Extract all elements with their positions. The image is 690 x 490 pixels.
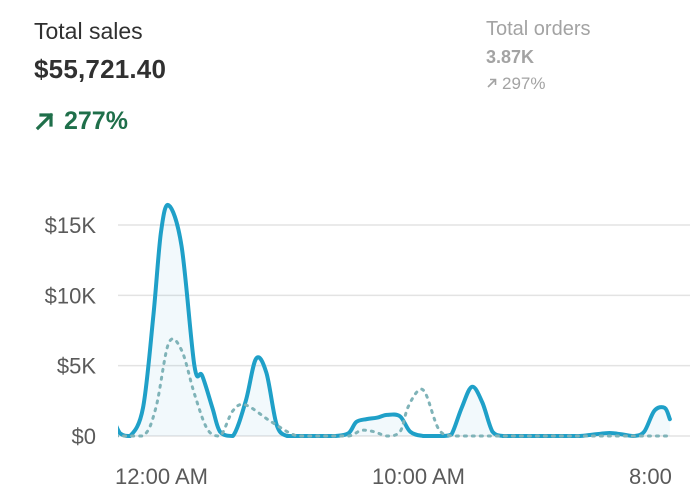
x-tick-label: 8:00	[629, 464, 672, 489]
arrow-up-right-icon	[34, 110, 56, 132]
y-tick-label: $10K	[45, 283, 97, 308]
y-tick-label: $0	[72, 424, 96, 449]
metric-value: 3.87K	[486, 47, 535, 67]
sales-chart-svg: $0 $5K $10K $15K 12:00 AM 10:00 AM 8:00	[45, 203, 690, 489]
total-sales-metric: Total sales $55,721.40 277%	[34, 16, 166, 136]
metric-label: Total orders	[486, 18, 591, 40]
total-orders-metric[interactable]: Total orders 3.87K 297%	[486, 16, 591, 96]
metric-change-value: 277%	[64, 107, 128, 135]
metric-label: Total sales	[34, 18, 143, 44]
y-tick-label: $5K	[57, 354, 96, 379]
metric-change: 277%	[34, 106, 166, 136]
comparison-series-line[interactable]	[92, 337, 672, 438]
metric-value: $55,721.40	[34, 54, 167, 84]
metric-change-value: 297%	[502, 74, 546, 93]
y-tick-label: $15K	[45, 213, 97, 238]
series-area	[118, 205, 670, 436]
arrow-up-right-icon	[486, 72, 498, 96]
sales-line-chart[interactable]: $0 $5K $10K $15K 12:00 AM 10:00 AM 8:00	[0, 180, 690, 490]
metric-change: 297%	[486, 72, 591, 96]
x-tick-label: 10:00 AM	[372, 464, 465, 489]
x-tick-label: 12:00 AM	[115, 464, 208, 489]
